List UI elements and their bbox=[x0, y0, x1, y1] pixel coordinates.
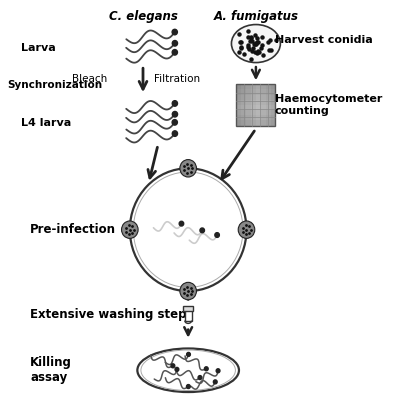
Text: Harvest conidia: Harvest conidia bbox=[275, 34, 372, 45]
Bar bbox=[236, 89, 276, 95]
Text: Extensive washing step: Extensive washing step bbox=[30, 308, 187, 321]
Circle shape bbox=[179, 221, 184, 226]
Text: Larva: Larva bbox=[21, 42, 56, 53]
Circle shape bbox=[172, 50, 178, 55]
Circle shape bbox=[172, 111, 178, 117]
Bar bbox=[236, 105, 276, 110]
Text: Synchronization: Synchronization bbox=[8, 80, 103, 90]
Circle shape bbox=[213, 380, 217, 384]
Circle shape bbox=[172, 120, 177, 125]
Bar bbox=[236, 100, 276, 105]
Bar bbox=[246, 84, 251, 126]
Text: C. elegans: C. elegans bbox=[108, 10, 178, 23]
Bar bbox=[236, 120, 276, 126]
Circle shape bbox=[175, 367, 179, 371]
Bar bbox=[185, 309, 192, 321]
Text: A. fumigatus: A. fumigatus bbox=[214, 10, 298, 23]
Text: Filtration: Filtration bbox=[154, 74, 200, 84]
Circle shape bbox=[122, 221, 138, 238]
Bar bbox=[236, 84, 241, 126]
Text: Pre-infection: Pre-infection bbox=[30, 223, 116, 236]
Bar bbox=[236, 115, 276, 120]
Text: Bleach: Bleach bbox=[72, 74, 107, 84]
Bar bbox=[236, 95, 276, 100]
Ellipse shape bbox=[232, 25, 280, 63]
Circle shape bbox=[187, 352, 190, 356]
Circle shape bbox=[238, 221, 255, 238]
Bar bbox=[236, 84, 276, 89]
Text: Killing
assay: Killing assay bbox=[30, 356, 72, 384]
Circle shape bbox=[172, 131, 178, 136]
Circle shape bbox=[171, 364, 175, 368]
Circle shape bbox=[172, 101, 178, 106]
Bar bbox=[256, 84, 261, 126]
Text: L4 larva: L4 larva bbox=[21, 118, 71, 128]
Circle shape bbox=[180, 282, 196, 300]
Circle shape bbox=[172, 29, 177, 35]
Bar bbox=[241, 84, 246, 126]
Circle shape bbox=[204, 367, 208, 371]
Bar bbox=[183, 306, 194, 311]
Bar bbox=[236, 110, 276, 115]
Bar bbox=[236, 84, 276, 126]
Circle shape bbox=[200, 228, 204, 233]
Circle shape bbox=[216, 369, 220, 373]
Bar bbox=[251, 84, 256, 126]
Text: Haemocytometer
counting: Haemocytometer counting bbox=[275, 94, 382, 116]
Bar bbox=[261, 84, 266, 126]
Circle shape bbox=[186, 385, 190, 388]
Circle shape bbox=[215, 232, 219, 237]
Circle shape bbox=[198, 375, 202, 379]
Circle shape bbox=[172, 40, 178, 46]
Bar bbox=[266, 84, 270, 126]
Bar bbox=[270, 84, 276, 126]
Circle shape bbox=[180, 160, 196, 177]
